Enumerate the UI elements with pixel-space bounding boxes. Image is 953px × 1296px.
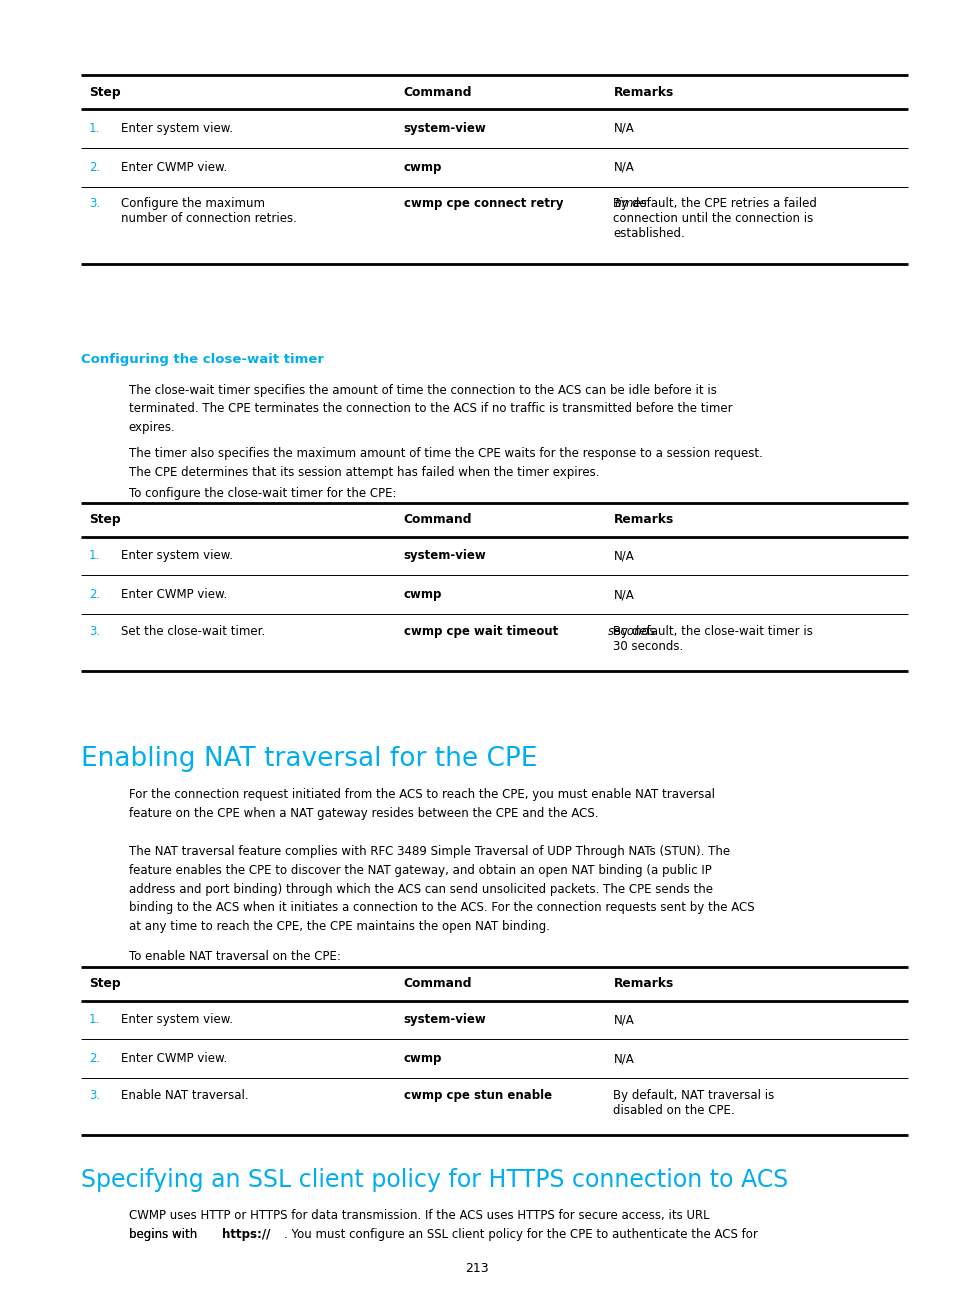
Text: To enable NAT traversal on the CPE:: To enable NAT traversal on the CPE: (129, 950, 340, 963)
Text: begins with: begins with (129, 1229, 200, 1242)
Text: 2.: 2. (89, 1052, 100, 1065)
Text: binding to the ACS when it initiates a connection to the ACS. For the connection: binding to the ACS when it initiates a c… (129, 902, 754, 915)
Text: 1.: 1. (89, 550, 100, 562)
Text: system-view: system-view (403, 550, 486, 562)
Text: By default, the CPE retries a failed
connection until the connection is
establis: By default, the CPE retries a failed con… (613, 197, 817, 240)
Text: Enter CWMP view.: Enter CWMP view. (121, 1052, 227, 1065)
Text: CWMP uses HTTP or HTTPS for data transmission. If the ACS uses HTTPS for secure : CWMP uses HTTP or HTTPS for data transmi… (129, 1209, 709, 1222)
Text: Command: Command (403, 977, 472, 990)
Text: N/A: N/A (613, 1052, 634, 1065)
Text: N/A: N/A (613, 122, 634, 135)
Text: Remarks: Remarks (613, 513, 673, 526)
Text: 2.: 2. (89, 588, 100, 601)
Text: 2.: 2. (89, 161, 100, 174)
Text: system-view: system-view (403, 122, 486, 135)
Text: N/A: N/A (613, 161, 634, 174)
Text: begins with: begins with (129, 1229, 200, 1242)
Text: The close-wait timer specifies the amount of time the connection to the ACS can : The close-wait timer specifies the amoun… (129, 384, 716, 397)
Text: Enter CWMP view.: Enter CWMP view. (121, 588, 227, 601)
Text: cwmp: cwmp (403, 161, 441, 174)
Text: Command: Command (403, 513, 472, 526)
Text: Set the close-wait timer.: Set the close-wait timer. (121, 625, 265, 638)
Text: Step: Step (89, 977, 120, 990)
Text: cwmp: cwmp (403, 1052, 441, 1065)
Text: Command: Command (403, 86, 472, 98)
Text: N/A: N/A (613, 1013, 634, 1026)
Text: Step: Step (89, 513, 120, 526)
Text: 3.: 3. (89, 197, 100, 210)
Text: Step: Step (89, 86, 120, 98)
Text: N/A: N/A (613, 550, 634, 562)
Text: https://: https:// (221, 1229, 270, 1242)
Text: 3.: 3. (89, 625, 100, 638)
Text: terminated. The CPE terminates the connection to the ACS if no traffic is transm: terminated. The CPE terminates the conne… (129, 402, 732, 416)
Text: feature on the CPE when a NAT gateway resides between the CPE and the ACS.: feature on the CPE when a NAT gateway re… (129, 806, 598, 820)
Text: Enter system view.: Enter system view. (121, 122, 233, 135)
Text: The CPE determines that its session attempt has failed when the timer expires.: The CPE determines that its session atte… (129, 465, 598, 480)
Text: seconds: seconds (607, 625, 656, 638)
Text: The timer also specifies the maximum amount of time the CPE waits for the respon: The timer also specifies the maximum amo… (129, 447, 761, 460)
Text: Enabling NAT traversal for the CPE: Enabling NAT traversal for the CPE (81, 746, 537, 772)
Text: cwmp: cwmp (403, 588, 441, 601)
Text: To configure the close-wait timer for the CPE:: To configure the close-wait timer for th… (129, 487, 395, 500)
Text: Enter system view.: Enter system view. (121, 550, 233, 562)
Text: cwmp cpe stun enable: cwmp cpe stun enable (403, 1089, 551, 1102)
Text: Enable NAT traversal.: Enable NAT traversal. (121, 1089, 249, 1102)
Text: . You must configure an SSL client policy for the CPE to authenticate the ACS fo: . You must configure an SSL client polic… (284, 1229, 758, 1242)
Text: 213: 213 (465, 1262, 488, 1275)
Text: The NAT traversal feature complies with RFC 3489 Simple Traversal of UDP Through: The NAT traversal feature complies with … (129, 845, 729, 858)
Text: cwmp cpe connect retry: cwmp cpe connect retry (403, 197, 567, 210)
Text: Specifying an SSL client policy for HTTPS connection to ACS: Specifying an SSL client policy for HTTP… (81, 1168, 787, 1192)
Text: at any time to reach the CPE, the CPE maintains the open NAT binding.: at any time to reach the CPE, the CPE ma… (129, 920, 549, 933)
Text: times: times (614, 197, 647, 210)
Text: cwmp cpe wait timeout: cwmp cpe wait timeout (403, 625, 561, 638)
Text: 1.: 1. (89, 1013, 100, 1026)
Text: 1.: 1. (89, 122, 100, 135)
Text: Configuring the close-wait timer: Configuring the close-wait timer (81, 353, 324, 365)
Text: 3.: 3. (89, 1089, 100, 1102)
Text: Enter CWMP view.: Enter CWMP view. (121, 161, 227, 174)
Text: For the connection request initiated from the ACS to reach the CPE, you must ena: For the connection request initiated fro… (129, 788, 714, 801)
Text: By default, NAT traversal is
disabled on the CPE.: By default, NAT traversal is disabled on… (613, 1089, 774, 1117)
Text: feature enables the CPE to discover the NAT gateway, and obtain an open NAT bind: feature enables the CPE to discover the … (129, 864, 711, 877)
Text: Enter system view.: Enter system view. (121, 1013, 233, 1026)
Text: By default, the close-wait timer is
30 seconds.: By default, the close-wait timer is 30 s… (613, 625, 813, 653)
Text: Configure the maximum
number of connection retries.: Configure the maximum number of connecti… (121, 197, 296, 226)
Text: expires.: expires. (129, 421, 175, 434)
Text: N/A: N/A (613, 588, 634, 601)
Text: system-view: system-view (403, 1013, 486, 1026)
Text: address and port binding) through which the ACS can send unsolicited packets. Th: address and port binding) through which … (129, 883, 712, 896)
Text: Remarks: Remarks (613, 977, 673, 990)
Text: Remarks: Remarks (613, 86, 673, 98)
